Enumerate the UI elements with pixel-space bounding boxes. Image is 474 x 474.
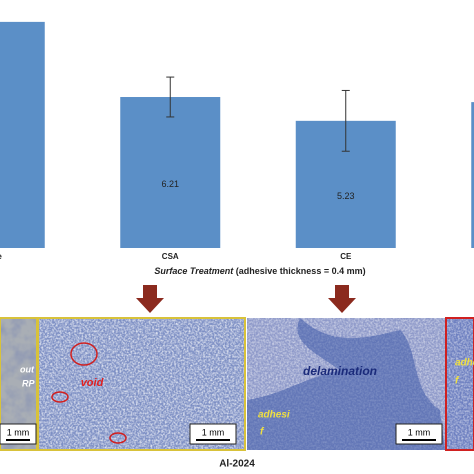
- bar: [0, 21, 45, 248]
- x-tick-label: one: [0, 252, 2, 261]
- error-bar: [341, 89, 350, 152]
- bar: [120, 97, 221, 248]
- micrograph-label: adhesi: [258, 410, 290, 421]
- micrograph-label: void: [81, 377, 104, 389]
- value-label: 5.23: [337, 191, 355, 201]
- error-bar: [166, 76, 175, 118]
- micrograph-label: delamination: [303, 364, 377, 378]
- arrow: [136, 285, 164, 313]
- micrograph-label: f: [260, 427, 265, 438]
- micrograph-label: adhesi: [455, 358, 474, 369]
- bar: [471, 102, 474, 248]
- x-tick-label: CSA: [162, 252, 179, 261]
- value-label: 6.21: [161, 179, 179, 189]
- x-axis-title-rest: (adhesive thickness = 0.4 mm): [236, 266, 366, 276]
- scale-label: 1 mm: [408, 427, 431, 437]
- micrograph-label: RP: [22, 378, 35, 388]
- micrograph-label: out: [20, 364, 35, 374]
- micrograph-label: f: [455, 376, 460, 387]
- scale-label: 1 mm: [202, 427, 225, 437]
- micrograph: [445, 317, 474, 451]
- x-axis-title: Surface Treatment (adhesive thickness = …: [154, 266, 365, 276]
- x-axis-title-italic: Surface Treatment: [154, 266, 234, 276]
- arrow: [328, 285, 356, 313]
- caption: Al-2024: [219, 459, 255, 470]
- x-tick-label: CE: [340, 252, 352, 261]
- scale-label: 1 mm: [7, 427, 30, 437]
